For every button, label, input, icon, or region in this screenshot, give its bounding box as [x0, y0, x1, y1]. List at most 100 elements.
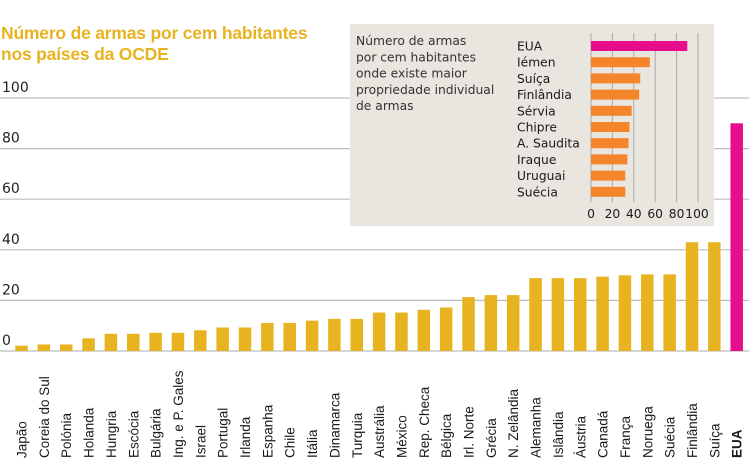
category-label: Áustria [573, 415, 588, 458]
inset-category-labels: EUA Iémen Suíça Finlândia Sérvia Chipre A. Sau… [517, 40, 580, 200]
inset-description-line: por cem habitantes [356, 50, 476, 64]
category-label: Chile [283, 427, 298, 458]
bar-2 [59, 344, 73, 351]
bar-31 [708, 242, 721, 351]
inset-chart: Número de armas por cem habitantes onde ex… [350, 24, 714, 226]
bar-11 [261, 322, 274, 351]
category-label: Ing. e P. Gales [171, 370, 186, 458]
y-tick-label: 60 [2, 181, 20, 197]
inset-bar-6 [591, 138, 629, 149]
bar-8 [194, 330, 207, 351]
category-label: Turquia [350, 412, 365, 458]
category-label: Hungria [104, 410, 119, 458]
bar-27 [618, 275, 632, 351]
bar-16 [372, 312, 386, 351]
inset-bar-3 [591, 89, 640, 100]
inset-category-label: Iémen [517, 56, 556, 70]
inset-category-label: A. Saudita [517, 137, 580, 151]
bar-20 [462, 297, 475, 351]
inset-bar-2 [591, 73, 641, 84]
inset-category-label: Finlândia [517, 88, 572, 102]
inset-category-label: Sérvia [517, 104, 556, 118]
bar-30 [685, 242, 699, 351]
bar-9 [216, 327, 229, 351]
bar-5 [127, 333, 140, 351]
category-label: Islândia [551, 411, 566, 458]
inset-bar-9 [591, 186, 626, 197]
inset-description-line: onde existe maior [356, 67, 468, 81]
bar-17 [395, 312, 408, 351]
inset-bar-7 [591, 154, 628, 165]
bar-3 [82, 338, 95, 351]
category-label: N. Zelândia [506, 388, 521, 458]
bar-19 [439, 307, 453, 351]
inset-category-label: Suécia [517, 185, 558, 199]
bar-28 [641, 274, 654, 351]
inset-x-tick-label: 0 [587, 207, 595, 221]
main-bars [15, 123, 743, 351]
bar-26 [596, 276, 609, 351]
bar-13 [305, 320, 319, 351]
category-label: Holanda [82, 407, 97, 458]
category-label: Suíça [707, 423, 722, 458]
category-label: Portugal [216, 408, 231, 458]
bar-12 [283, 322, 296, 351]
bar-14 [328, 318, 341, 351]
bar-1 [37, 344, 51, 351]
inset-bar-4 [591, 105, 632, 116]
bar-24 [551, 278, 565, 351]
bar-15 [350, 318, 363, 351]
inset-description-line: de armas [356, 99, 414, 113]
inset-description-line: Número de armas [356, 34, 466, 48]
inset-category-label: EUA [517, 40, 543, 54]
inset-bar-5 [591, 122, 630, 132]
category-label: Rep. Checa [417, 386, 432, 458]
inset-bars [591, 41, 688, 197]
category-label: Espanha [260, 404, 275, 458]
bar-29 [663, 274, 676, 351]
bar-23 [529, 278, 542, 351]
main-y-ticks: 0 20 40 60 80 100 [2, 80, 29, 349]
bar-0 [15, 345, 28, 351]
inset-x-tick-label: 80 [669, 207, 685, 221]
category-label: Polónia [59, 412, 74, 458]
inset-bar-8 [591, 170, 626, 181]
y-tick-label: 100 [2, 80, 29, 96]
category-label: Israel [193, 425, 208, 458]
category-label: Japão [15, 421, 30, 458]
inset-bar-0 [591, 41, 688, 51]
category-label: Bulgária [149, 408, 164, 458]
chart-title: Número de armas por cem habitantes nos p… [1, 23, 308, 65]
inset-bar-1 [591, 57, 650, 68]
category-label: Dinamarca [327, 392, 342, 458]
category-label: Alemanha [529, 397, 544, 458]
inset-category-label: Uruguai [517, 169, 565, 183]
category-label: Irlanda [238, 416, 253, 458]
category-label: México [394, 415, 409, 458]
bar-25 [574, 278, 587, 351]
bar-6 [149, 332, 162, 351]
inset-x-tick-label: 60 [647, 207, 663, 221]
bar-18 [417, 309, 431, 351]
y-tick-label: 40 [2, 232, 20, 248]
category-label: Noruega [640, 406, 655, 458]
inset-description: Número de armas por cem habitantes onde ex… [356, 34, 494, 113]
inset-x-tick-label: 40 [626, 207, 642, 221]
inset-x-ticks: 0 20 40 60 80 100 [587, 207, 709, 221]
category-label: Irl. Norte [462, 406, 477, 458]
inset-description-line: propriedade individual [356, 83, 494, 97]
bar-22 [506, 295, 520, 351]
category-label: Bélgica [439, 413, 454, 458]
inset-category-label: Iraque [517, 153, 556, 167]
inset-category-label: Chipre [517, 121, 557, 135]
category-label: Itália [305, 429, 320, 458]
category-label: Canadá [596, 410, 611, 458]
category-label: Escócia [126, 410, 141, 458]
bar-10 [238, 327, 252, 351]
category-label: Suécia [663, 416, 678, 458]
chart-title-line-2: nos países da OCDE [1, 44, 169, 64]
bar-21 [484, 295, 498, 351]
category-label: Finlândia [685, 403, 700, 458]
inset-x-tick-label: 20 [605, 207, 621, 221]
